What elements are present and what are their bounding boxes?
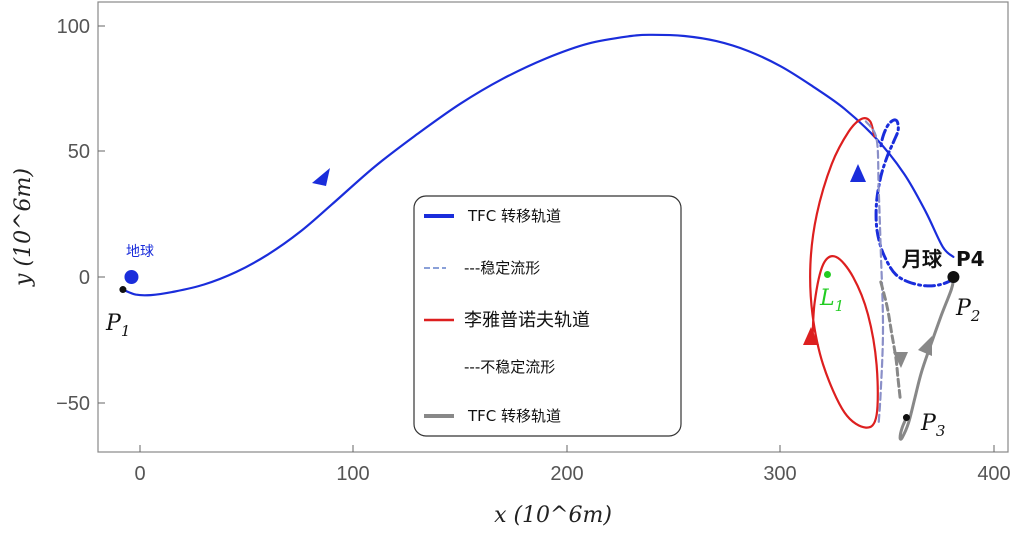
p3-marker xyxy=(902,414,910,422)
moon-marker xyxy=(947,271,960,283)
series-line-3 xyxy=(864,120,885,424)
p4-label: P4 xyxy=(956,247,985,271)
x-tick-label-0: 0 xyxy=(134,463,145,485)
legend-label-unstable: ---不稳定流形 xyxy=(464,358,555,376)
x-ticks: 0 100 200 300 400 xyxy=(134,445,1011,485)
legend: TFC 转移轨道 ---稳定流形 李雅普诺夫轨道 ---不稳定流形 TFC 转移… xyxy=(413,195,682,437)
x-tick-label-300: 300 xyxy=(763,463,796,485)
series-line-5 xyxy=(898,278,955,441)
l1-marker xyxy=(823,270,831,278)
series-line-0 xyxy=(121,33,955,297)
earth-marker xyxy=(124,270,139,284)
legend-label-tfc-blue: TFC 转移轨道 xyxy=(467,207,561,225)
plot-frame xyxy=(97,1,1009,453)
x-tick-label-400: 400 xyxy=(977,463,1010,485)
blue-arrow-outbound xyxy=(312,168,330,186)
series-layer xyxy=(121,33,955,441)
y-axis-label: y (10^6m) xyxy=(11,168,36,287)
x-axis-label: x (10^6m) xyxy=(494,503,612,528)
p3-subscript: 3 xyxy=(936,422,946,440)
y-tick-label-0: 0 xyxy=(79,267,90,289)
l1-label: L1 xyxy=(819,286,844,315)
p1-letter: P xyxy=(105,311,122,336)
p2-label: P2 xyxy=(955,296,980,325)
moon-label: 月球 xyxy=(901,247,943,271)
series-line-4 xyxy=(879,280,902,399)
gray-arrow-down xyxy=(893,352,908,368)
earth-label: 地球 xyxy=(126,244,154,260)
legend-box xyxy=(413,195,682,437)
p2-letter: P xyxy=(955,296,972,321)
series-line-2 xyxy=(809,117,879,429)
y-tick-label-neg50: −50 xyxy=(56,393,90,415)
blue-arrow-manifold xyxy=(850,164,866,182)
legend-label-tfc-gray: TFC 转移轨道 xyxy=(467,407,561,425)
l1-subscript: 1 xyxy=(835,297,845,315)
y-ticks: 100 50 0 −50 xyxy=(56,16,105,415)
gray-arrow-up xyxy=(918,336,932,356)
x-tick-label-100: 100 xyxy=(336,463,369,485)
p3-letter: P xyxy=(920,411,937,436)
p1-marker xyxy=(119,286,127,294)
y-tick-label-50: 50 xyxy=(68,141,90,163)
p3-label: P3 xyxy=(920,411,945,440)
x-tick-label-200: 200 xyxy=(550,463,583,485)
p1-label: P1 xyxy=(105,311,130,340)
series-line-1 xyxy=(874,118,955,288)
legend-label-stable: ---稳定流形 xyxy=(464,259,540,277)
l1-letter: L xyxy=(819,286,835,311)
red-arrow xyxy=(803,327,819,345)
legend-label-lyapunov: 李雅普诺夫轨道 xyxy=(464,310,590,331)
p2-subscript: 2 xyxy=(970,307,981,325)
p1-subscript: 1 xyxy=(121,322,131,340)
y-tick-label-100: 100 xyxy=(57,16,90,38)
